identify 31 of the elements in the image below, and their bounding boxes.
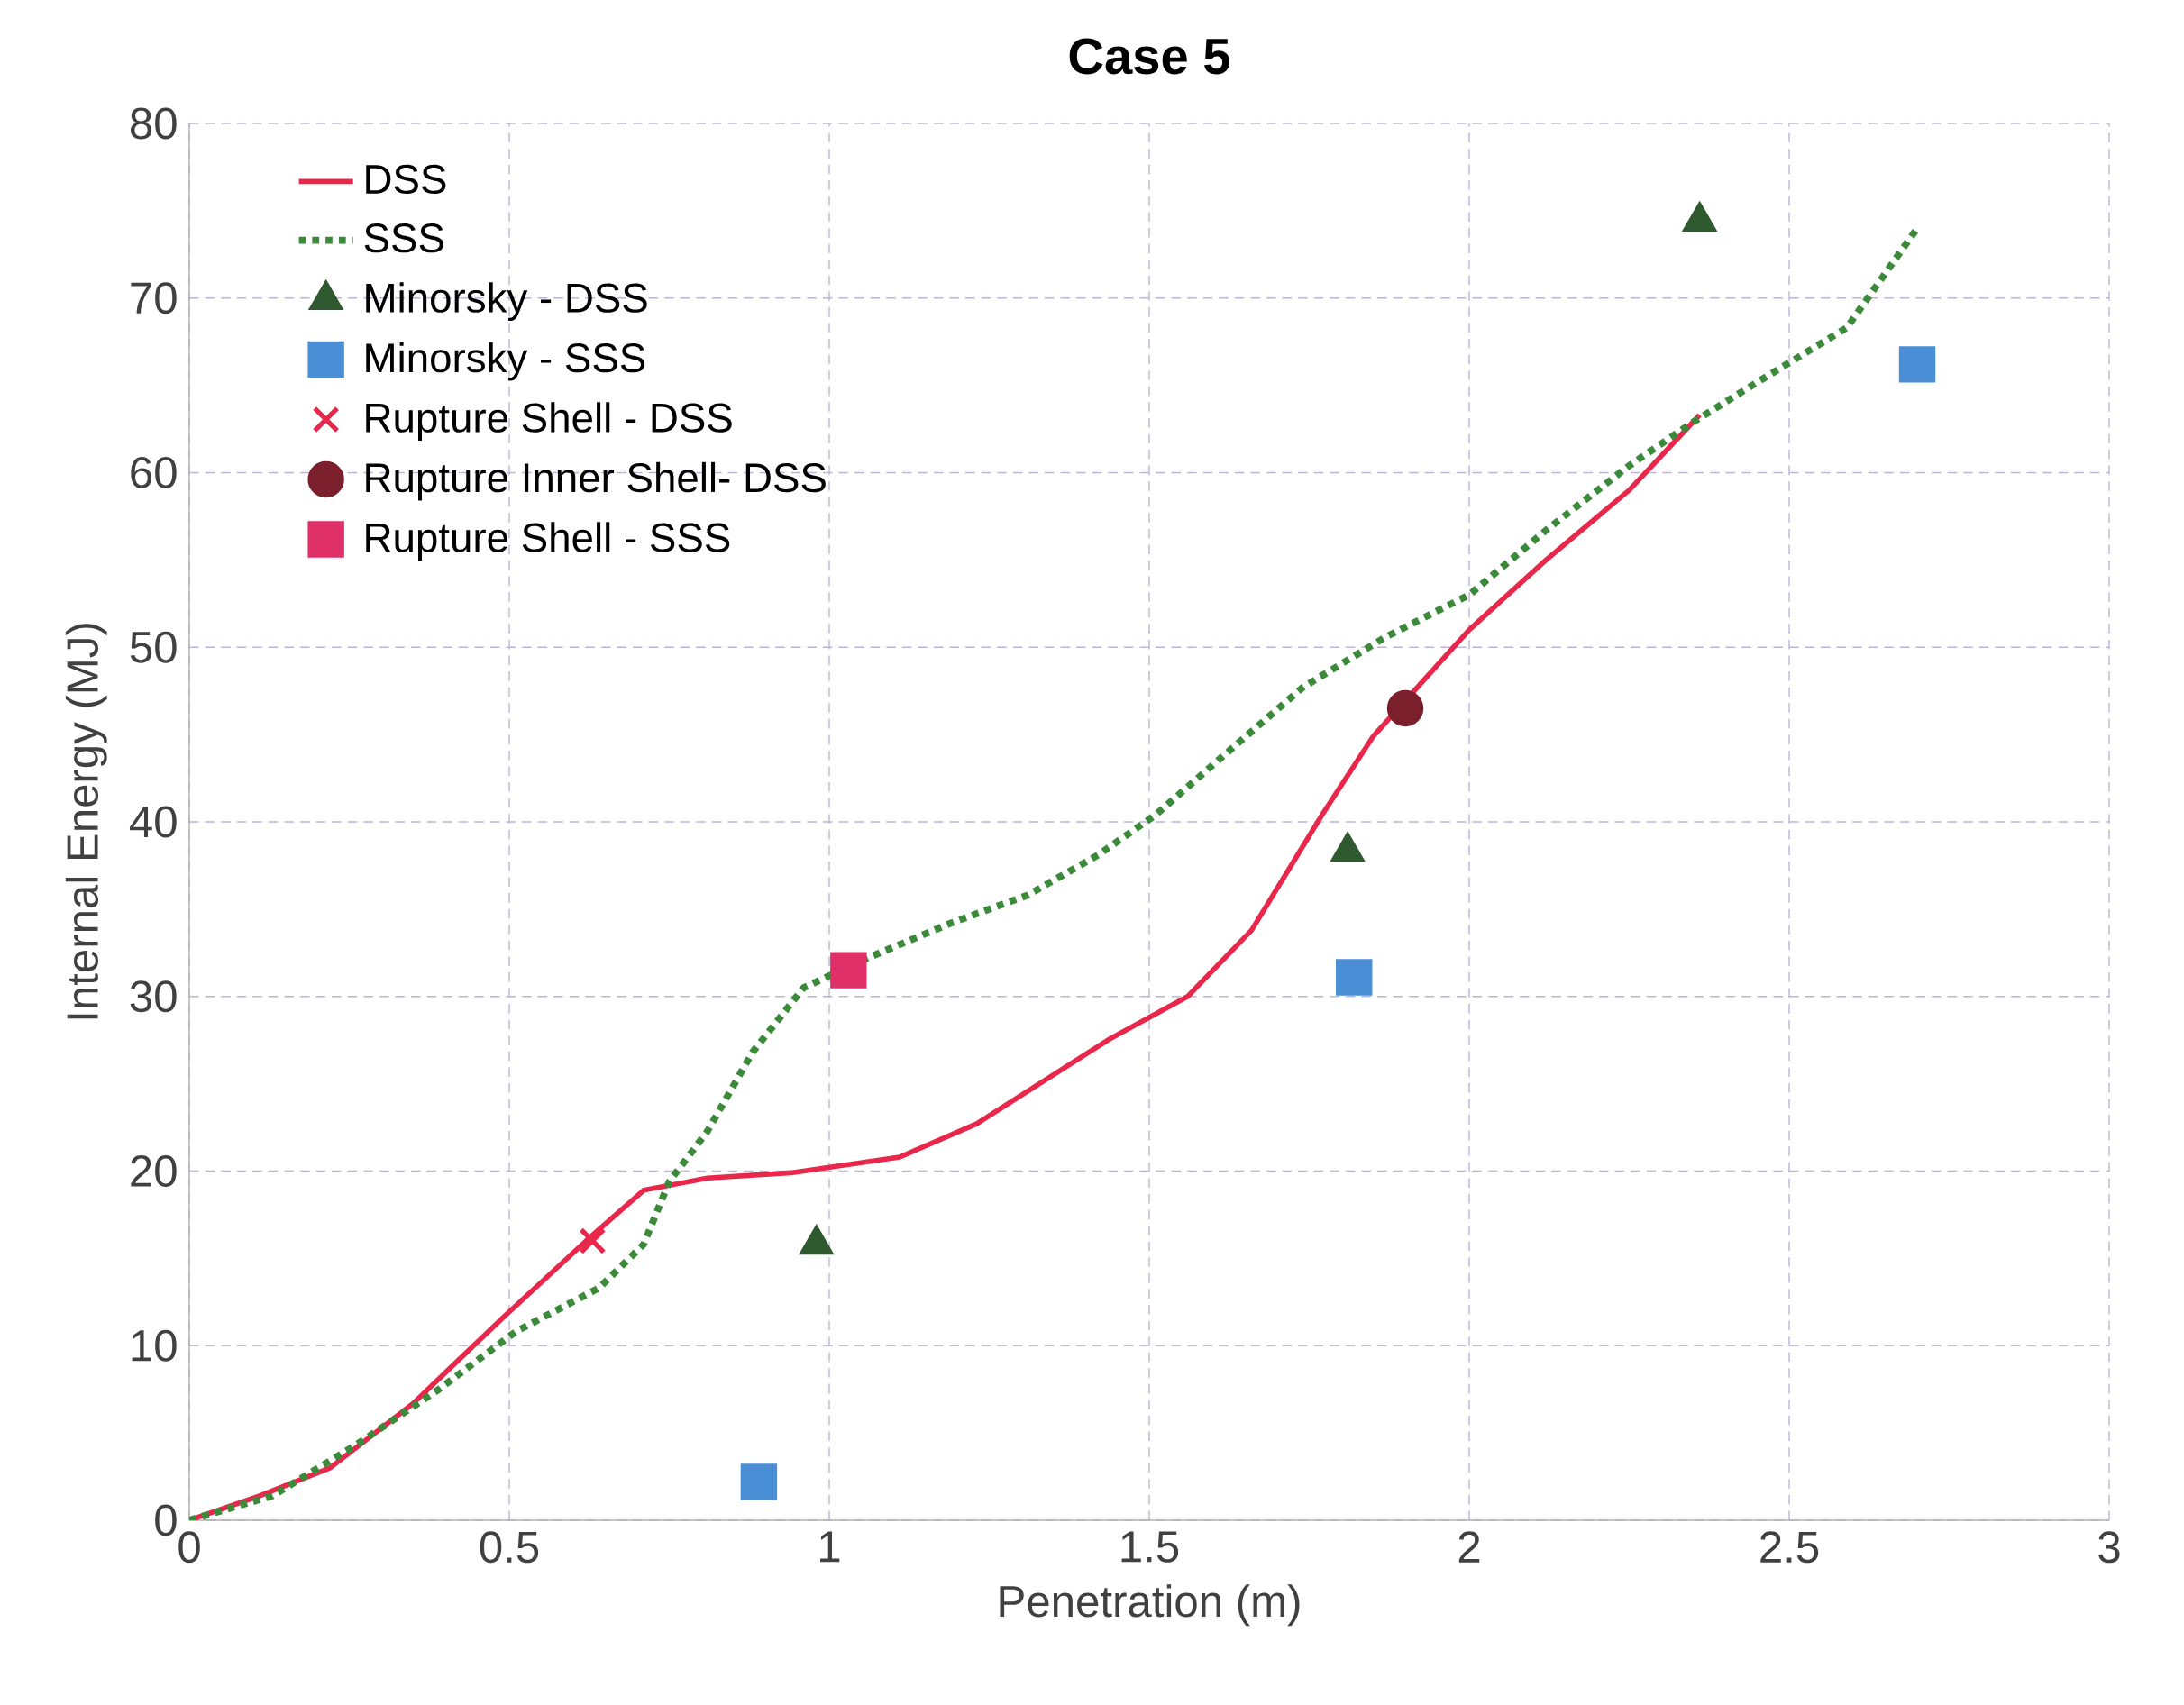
y-tick-label: 20 [131, 1155, 177, 1187]
y-axis-title: Internal Energy (MJ) [65, 624, 107, 1019]
y-tick-label: 80 [131, 107, 177, 140]
x-tick-label: 1 [820, 1531, 840, 1563]
legend-label: Rupture Shell - SSS [366, 522, 730, 561]
legend-label: Rupture Shell - DSS [366, 402, 732, 441]
x-tick-label: 3 [2098, 1531, 2120, 1564]
point [1336, 959, 1373, 996]
y-tick-label: 60 [131, 457, 177, 488]
x-tick-label: 2.5 [1760, 1531, 1819, 1564]
legend-label: Rupture Inner Shell- DSS [366, 461, 826, 501]
legend-label: DSS [366, 164, 446, 195]
y-tick-label: 30 [130, 980, 177, 1013]
legend-label: Minorsky - DSS [366, 282, 647, 321]
chart-title: Case 5 [1069, 38, 1230, 75]
point [1386, 689, 1424, 727]
point [830, 952, 867, 989]
x-axis-title: Penetration (m) [1000, 1584, 1300, 1627]
point [1898, 346, 1936, 383]
y-tick-label: 10 [132, 1329, 177, 1362]
x-tick-label: 0.5 [480, 1531, 539, 1564]
y-tick-label: 0 [155, 1504, 177, 1536]
y-tick-label: 50 [130, 631, 177, 663]
x-tick-label: 2 [1458, 1531, 1480, 1563]
y-tick-label: 40 [129, 806, 177, 838]
point [740, 1463, 778, 1500]
x-tick-label: 0 [178, 1531, 200, 1564]
y-tick-label: 70 [131, 282, 177, 315]
x-tick-label: 1.5 [1121, 1531, 1179, 1563]
legend-label: SSS [364, 223, 443, 253]
legend-label: Minorsky - SSS [366, 342, 645, 381]
